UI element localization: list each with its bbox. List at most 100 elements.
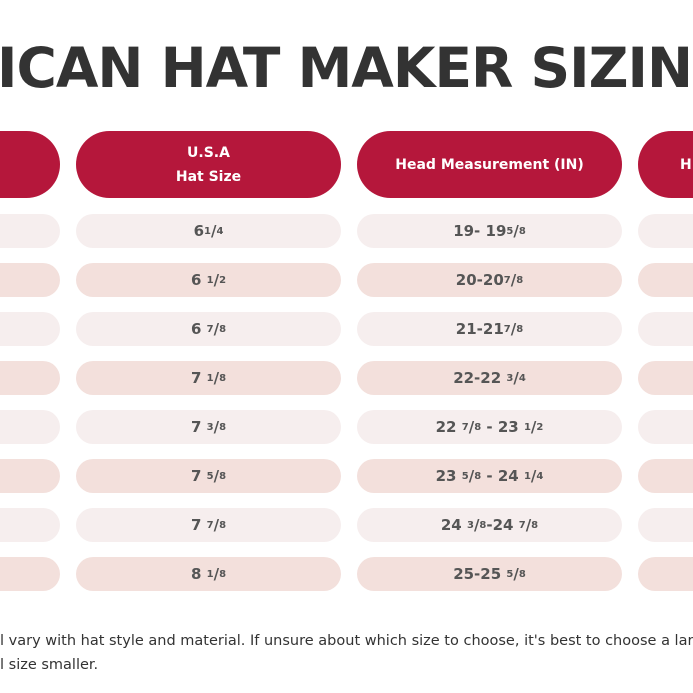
- slash: /: [513, 565, 519, 583]
- slash: /: [213, 565, 220, 583]
- slash: /: [213, 320, 220, 338]
- table-cell: 7 1/8: [76, 361, 341, 395]
- slash: /: [525, 516, 532, 534]
- denominator: 4: [518, 372, 526, 384]
- cell-text: 20-20: [455, 271, 504, 289]
- denominator: 8: [516, 274, 524, 286]
- cell-text: 7: [190, 369, 207, 387]
- table-cell: 6 1/4: [76, 214, 341, 248]
- numerator: 7: [206, 519, 214, 531]
- cell-text: - 24: [481, 467, 524, 485]
- numerator: 7: [206, 323, 214, 335]
- table-cell: [638, 508, 693, 542]
- denominator: 8: [219, 568, 227, 580]
- cell-text: 7: [190, 516, 207, 534]
- denominator: 8: [518, 568, 526, 580]
- table-cell: 7 7/8: [76, 508, 341, 542]
- table-cell: [638, 214, 693, 248]
- denominator: 8: [219, 421, 227, 433]
- slash: /: [213, 467, 220, 485]
- cell-text: 22: [435, 418, 462, 436]
- table-cell: [0, 263, 60, 297]
- header-cell: Head Measurement (IN): [357, 131, 622, 198]
- header-text: Hat Size: [175, 168, 242, 185]
- cell-text: 7: [190, 418, 207, 436]
- table-cell: [0, 459, 60, 493]
- table-cell: [638, 557, 693, 591]
- table-cell: [638, 361, 693, 395]
- table-cell: [0, 410, 60, 444]
- table-cell: 22-22 3/4: [357, 361, 622, 395]
- denominator: 8: [474, 470, 482, 482]
- cell-text: -24: [486, 516, 519, 534]
- slash: /: [530, 467, 537, 485]
- numerator: 5: [461, 470, 469, 482]
- numerator: 1: [206, 568, 214, 580]
- table-cell: 20-20 7/8: [357, 263, 622, 297]
- numerator: 1: [523, 421, 531, 433]
- table-cell: [638, 312, 693, 346]
- header-text: H: [680, 156, 692, 173]
- numerator: 3: [466, 519, 474, 531]
- slash: /: [468, 418, 475, 436]
- denominator: 8: [518, 225, 526, 237]
- table-cell: [638, 410, 693, 444]
- numerator: 1: [523, 470, 531, 482]
- cell-text: 8: [190, 565, 207, 583]
- numerator: 3: [206, 421, 214, 433]
- numerator: 5: [506, 225, 514, 237]
- table-cell: [0, 312, 60, 346]
- table-cell: 7 3/8: [76, 410, 341, 444]
- cell-text: 25-25: [453, 565, 507, 583]
- denominator: 8: [219, 323, 227, 335]
- header-text: Head Measurement (IN): [395, 156, 584, 173]
- denominator: 4: [536, 470, 544, 482]
- cell-text: 24: [440, 516, 467, 534]
- denominator: 8: [219, 519, 227, 531]
- numerator: 3: [506, 372, 514, 384]
- numerator: 7: [518, 519, 526, 531]
- table-cell: 25-25 5/8: [357, 557, 622, 591]
- table-cell: [0, 557, 60, 591]
- slash: /: [213, 418, 220, 436]
- numerator: 1: [204, 225, 211, 237]
- header-cell: U.S.A Hat Size: [76, 131, 341, 198]
- table-cell: 24 3/8 -24 7/8: [357, 508, 622, 542]
- table-cell: 6 7/8: [76, 312, 341, 346]
- table-cell: 21-21 7/8: [357, 312, 622, 346]
- table-cell: 6 1/2: [76, 263, 341, 297]
- numerator: 5: [506, 568, 514, 580]
- numerator: 5: [206, 470, 214, 482]
- numerator: 7: [503, 274, 511, 286]
- cell-text: 23: [435, 467, 462, 485]
- table-cell: [0, 214, 60, 248]
- denominator: 2: [536, 421, 544, 433]
- cell-text: 6: [190, 271, 207, 289]
- numerator: 1: [206, 274, 214, 286]
- slash: /: [513, 222, 519, 240]
- footer-text: l size smaller.: [0, 657, 99, 673]
- cell-text: - 23: [481, 418, 524, 436]
- cell-text: 6: [190, 320, 207, 338]
- header-text: U.S.A: [187, 144, 230, 161]
- denominator: 8: [474, 421, 482, 433]
- denominator: 2: [219, 274, 227, 286]
- slash: /: [213, 271, 220, 289]
- footer-text: l vary with hat style and material. If u…: [0, 633, 693, 649]
- denominator: 8: [516, 323, 524, 335]
- table-cell: [638, 459, 693, 493]
- denominator: 8: [479, 519, 487, 531]
- slash: /: [213, 516, 220, 534]
- cell-text: 19- 19: [453, 222, 507, 240]
- denominator: 4: [216, 225, 224, 237]
- slash: /: [510, 271, 517, 289]
- slash: /: [213, 369, 220, 387]
- table-cell: [0, 508, 60, 542]
- table-cell: [0, 361, 60, 395]
- table-cell: 7 5/8: [76, 459, 341, 493]
- numerator: 7: [461, 421, 469, 433]
- slash: /: [510, 320, 517, 338]
- table-cell: [638, 263, 693, 297]
- header-cell: H: [638, 131, 693, 198]
- title: ICAN HAT MAKER SIZING C: [0, 36, 693, 100]
